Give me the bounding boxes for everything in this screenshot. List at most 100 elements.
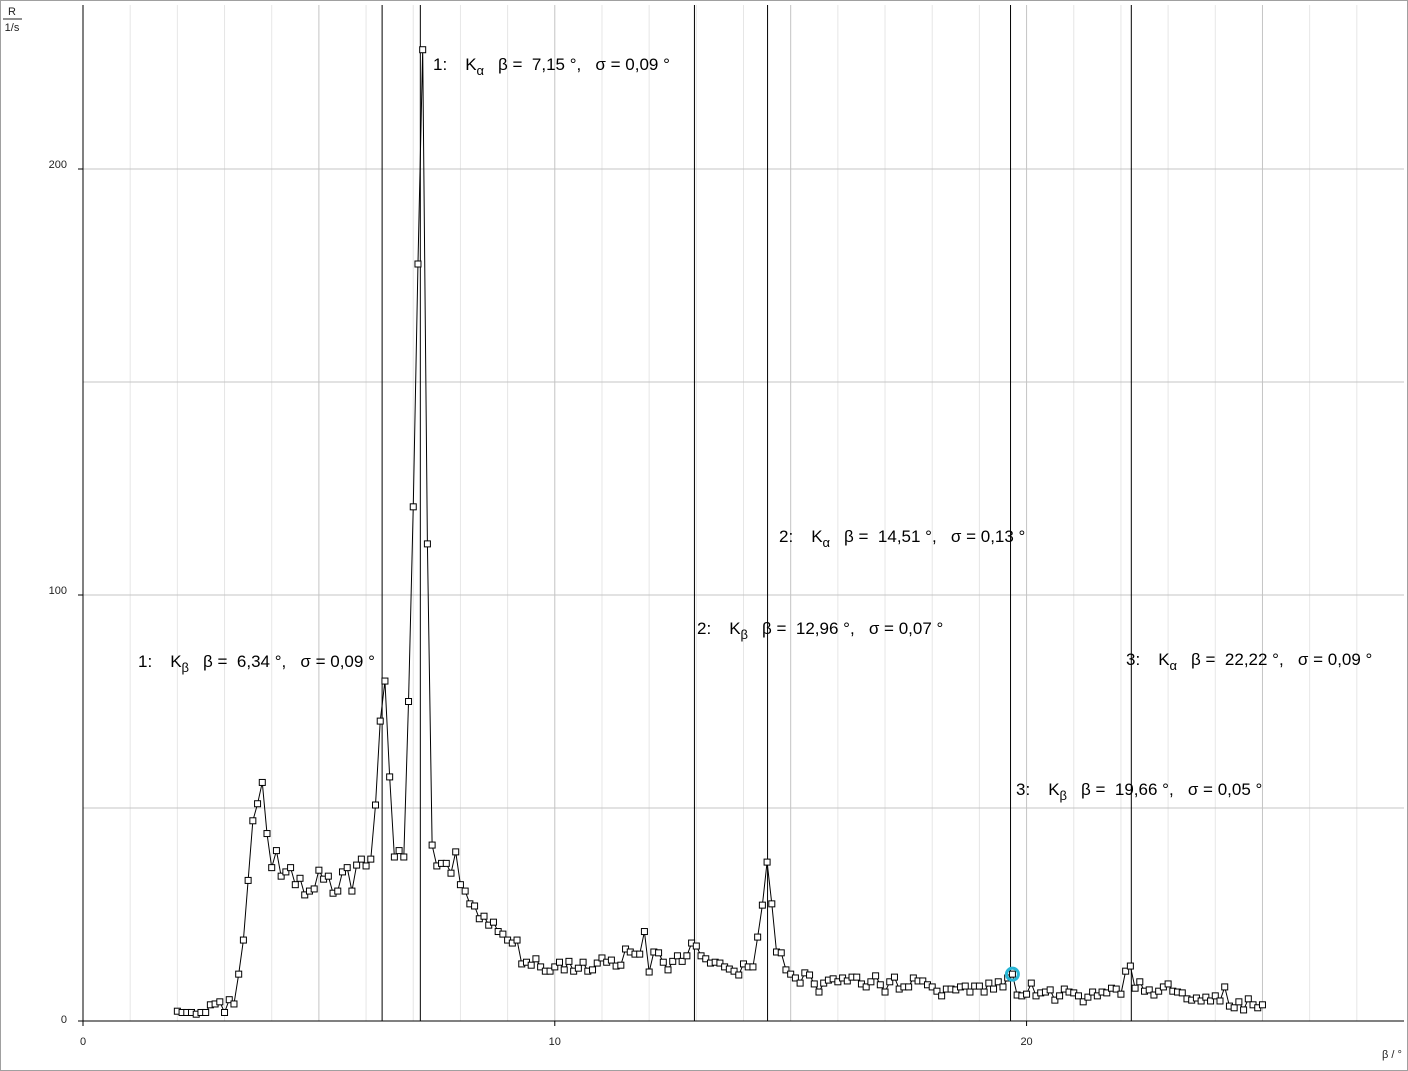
data-point xyxy=(1126,962,1134,970)
data-point xyxy=(867,978,875,986)
annotation-line-sub: α xyxy=(1170,658,1178,673)
data-point xyxy=(527,961,535,969)
data-point xyxy=(980,988,988,996)
data-point xyxy=(1207,997,1215,1005)
data-point xyxy=(1089,988,1097,996)
data-point xyxy=(890,973,898,981)
data-point xyxy=(990,985,998,993)
labels: R 1/s β / ° xyxy=(3,6,1402,1061)
data-point xyxy=(343,864,351,872)
data-point xyxy=(367,855,375,863)
y-tick-label: 200 xyxy=(49,159,67,171)
data-point xyxy=(1008,970,1016,978)
data-point xyxy=(659,958,667,966)
data-point xyxy=(532,955,540,963)
data-point xyxy=(928,983,936,991)
data-point xyxy=(938,992,946,1000)
data-point xyxy=(315,866,323,874)
data-point xyxy=(400,853,408,861)
data-point xyxy=(452,848,460,856)
data-point xyxy=(456,881,464,889)
data-point xyxy=(1023,990,1031,998)
data-point xyxy=(683,952,691,960)
data-point xyxy=(640,928,648,936)
selected-point xyxy=(1004,966,1020,982)
data-point xyxy=(301,891,309,899)
data-point xyxy=(1079,998,1087,1006)
data-point xyxy=(815,988,823,996)
data-point xyxy=(636,950,644,958)
data-point xyxy=(1112,985,1120,993)
data-point xyxy=(1027,979,1035,987)
y-label-denominator: 1/s xyxy=(5,22,20,34)
data-point xyxy=(376,717,384,725)
data-point xyxy=(1084,993,1092,1001)
plot xyxy=(173,46,1266,1018)
x-tick-label: 0 xyxy=(80,1036,86,1048)
data-point xyxy=(796,979,804,987)
annotation-order: 2: xyxy=(697,619,711,638)
annotation-line-sub: β xyxy=(741,627,748,642)
data-point xyxy=(985,979,993,987)
data-point xyxy=(1046,986,1054,994)
data-point xyxy=(287,864,295,872)
data-point xyxy=(1145,986,1153,994)
data-point xyxy=(787,970,795,978)
data-point xyxy=(655,949,663,957)
data-point xyxy=(999,983,1007,991)
data-point xyxy=(645,968,653,976)
data-point xyxy=(202,1008,210,1016)
annotation-line: K xyxy=(1158,650,1170,669)
data-point xyxy=(758,901,766,909)
data-point xyxy=(419,46,427,54)
data-point xyxy=(1202,993,1210,1001)
data-point xyxy=(598,954,606,962)
data-point xyxy=(919,977,927,985)
data-point xyxy=(593,959,601,967)
data-point xyxy=(1093,992,1101,1000)
data-point xyxy=(537,963,545,971)
data-point xyxy=(372,801,380,809)
data-point xyxy=(1150,991,1158,999)
annotation-line: K xyxy=(811,527,823,546)
data-point xyxy=(961,982,969,990)
data-point xyxy=(244,876,252,884)
data-point xyxy=(310,885,318,893)
data-point xyxy=(749,963,757,971)
data-point xyxy=(966,988,974,996)
data-point xyxy=(395,847,403,855)
data-point xyxy=(791,974,799,982)
data-point xyxy=(579,958,587,966)
data-point xyxy=(556,958,564,966)
data-point xyxy=(353,861,361,869)
data-point xyxy=(730,967,738,975)
data-point xyxy=(678,957,686,965)
data-point xyxy=(442,859,450,867)
data-point xyxy=(1117,990,1125,998)
data-point xyxy=(834,978,842,986)
y-tick-label: 100 xyxy=(49,585,67,597)
data-point xyxy=(471,902,479,910)
data-point xyxy=(447,869,455,877)
annotation-line-sub: α xyxy=(477,63,485,78)
data-point xyxy=(782,966,790,974)
annotation-text: β = 12,96 °, σ = 0,07 ° xyxy=(762,619,943,638)
data-point xyxy=(254,800,262,808)
data-point xyxy=(1164,980,1172,988)
x-label: β / ° xyxy=(1382,1049,1402,1061)
data-point xyxy=(876,981,884,989)
data-point xyxy=(409,503,417,511)
peak-annotation: 3: Kβ β = 19,66 °, σ = 0,05 ° xyxy=(1016,780,1262,803)
data-point xyxy=(513,936,521,944)
data-point xyxy=(1056,992,1064,1000)
data-point xyxy=(499,930,507,938)
annotation-line: K xyxy=(465,55,477,74)
data-point xyxy=(1074,992,1082,1000)
data-point xyxy=(1197,997,1205,1005)
data-point xyxy=(1230,1004,1238,1012)
data-point xyxy=(216,998,224,1006)
data-point xyxy=(324,872,332,880)
annotation-order: 1: xyxy=(138,652,152,671)
data-point xyxy=(1122,967,1130,975)
